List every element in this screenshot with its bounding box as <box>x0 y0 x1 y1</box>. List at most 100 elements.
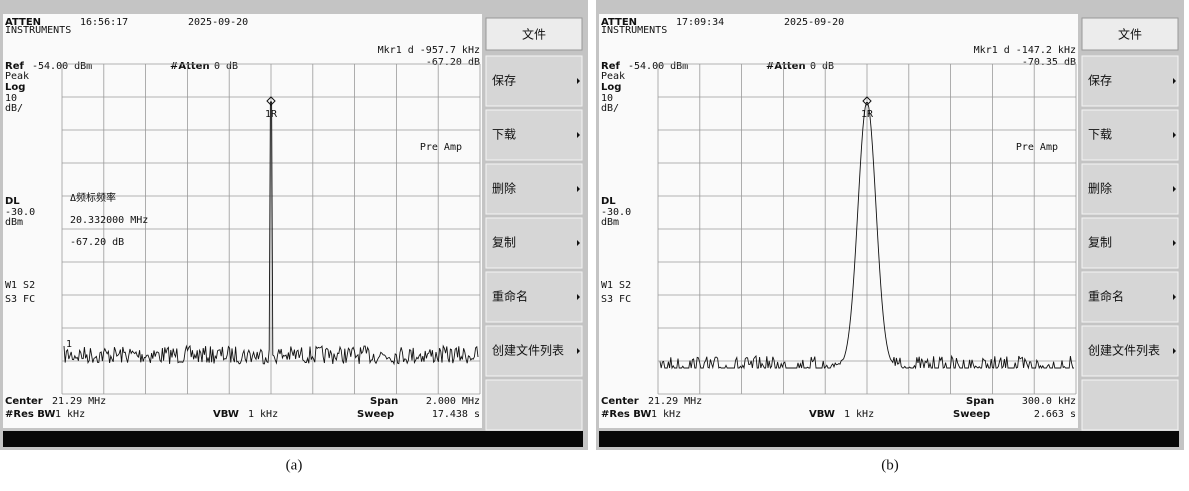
date: 2025-09-20 <box>784 17 844 28</box>
center-value: 21.29 MHz <box>648 396 702 407</box>
menu-arrow <box>577 348 580 354</box>
marker-delta: Mkr1 d -147.2 kHz <box>974 45 1076 56</box>
menu-button[interactable]: 下载 <box>1081 109 1179 161</box>
dl-unit: dBm <box>601 217 619 228</box>
menu-button[interactable]: 重命名 <box>485 271 583 323</box>
menu-item: 下载 <box>1088 128 1112 142</box>
span-value: 2.000 MHz <box>426 396 480 407</box>
preamp: Pre Amp <box>1016 142 1058 153</box>
span-label: Span <box>370 396 398 407</box>
trace-mode-1: W1 S2 <box>601 280 631 291</box>
span-label: Span <box>966 396 994 407</box>
vbw-label: VBW <box>213 409 239 420</box>
sweep-value: 17.438 s <box>432 409 480 420</box>
sweep-label: Sweep <box>953 409 990 420</box>
menu-arrow <box>1173 186 1176 192</box>
atten-label: #Atten <box>170 61 210 72</box>
marker-value: -67.20 dB <box>426 57 480 68</box>
menu-button[interactable]: 删除 <box>485 163 583 215</box>
ref-marker: 1 <box>66 339 72 350</box>
dl-value: -30.0 <box>601 207 631 218</box>
brand: ATTEN <box>601 17 637 28</box>
menu-button[interactable]: 复制 <box>485 217 583 269</box>
caption: (a) <box>286 457 303 473</box>
menu-title-box <box>1081 17 1179 51</box>
menu-button-face <box>1081 217 1179 269</box>
menu-item: 删除 <box>1088 181 1112 196</box>
menu-item: 下载 <box>492 128 516 142</box>
trace-mode-2: S3 FC <box>601 294 631 305</box>
overlay-text: -67.20 dB <box>70 237 124 248</box>
menu-arrow <box>1173 294 1176 300</box>
status-bar <box>3 431 583 447</box>
menu-button-face <box>1081 55 1179 107</box>
menu-button <box>1081 379 1179 431</box>
overlay-text: Δ频标频率 <box>70 191 116 204</box>
menu-item: 创建文件列表 <box>492 343 564 358</box>
marker-value: -70.35 dB <box>1022 57 1076 68</box>
atten-label: #Atten <box>766 61 806 72</box>
menu-button[interactable]: 复制 <box>1081 217 1179 269</box>
menu-button-face <box>485 379 583 431</box>
sweep-label: Sweep <box>357 409 394 420</box>
menu-button <box>485 379 583 431</box>
span-value: 300.0 kHz <box>1022 396 1076 407</box>
brand-sub: INSTRUMENTS <box>5 25 71 36</box>
brand: ATTEN <box>5 17 41 28</box>
menu-button[interactable]: 重命名 <box>1081 271 1179 323</box>
brand-sub: INSTRUMENTS <box>601 25 667 36</box>
scale-type: Log <box>5 82 25 93</box>
menu-item: 重命名 <box>492 289 528 304</box>
menu-button[interactable]: 创建文件列表 <box>1081 325 1179 377</box>
menu-button[interactable]: 删除 <box>1081 163 1179 215</box>
time: 17:09:34 <box>676 17 724 28</box>
rbw-label: #Res BW <box>5 409 55 420</box>
scale-value: 10 <box>5 93 17 104</box>
menu-arrow <box>1173 78 1176 84</box>
menu-button[interactable]: 保存 <box>485 55 583 107</box>
menu-arrow <box>1173 240 1176 246</box>
menu-button-face <box>1081 379 1179 431</box>
menu-item: 复制 <box>1088 236 1112 250</box>
trace-mode-2: S3 FC <box>5 294 35 305</box>
marker-label: 1R <box>265 109 278 120</box>
sweep-value: 2.663 s <box>1034 409 1076 420</box>
scale-value: 10 <box>601 93 613 104</box>
atten-value: 0 dB <box>810 61 834 72</box>
menu-item: 复制 <box>492 236 516 250</box>
menu-button-face <box>1081 109 1179 161</box>
menu-button[interactable]: 创建文件列表 <box>485 325 583 377</box>
menu-arrow <box>577 78 580 84</box>
marker-label: 1R <box>861 109 874 120</box>
trace <box>659 102 1074 370</box>
menu-button[interactable]: 保存 <box>1081 55 1179 107</box>
trace <box>63 101 479 366</box>
menu-item: 重命名 <box>1088 289 1124 304</box>
screen <box>599 14 1078 428</box>
vbw-value: 1 kHz <box>844 409 874 420</box>
menu-arrow <box>577 294 580 300</box>
date: 2025-09-20 <box>188 17 248 28</box>
menu-button-face <box>1081 163 1179 215</box>
detector: Peak <box>5 71 29 82</box>
menu-item: 保存 <box>492 74 516 88</box>
menu-button-face <box>485 271 583 323</box>
center-label: Center <box>601 396 639 407</box>
rbw-label: #Res BW <box>601 409 651 420</box>
menu-item: 删除 <box>492 181 516 196</box>
menu-button-face <box>485 55 583 107</box>
dl-label: DL <box>5 196 20 207</box>
scale-unit: dB/ <box>5 103 23 114</box>
dl-unit: dBm <box>5 217 23 228</box>
scale-type: Log <box>601 82 621 93</box>
menu-arrow <box>1173 348 1176 354</box>
center-value: 21.29 MHz <box>52 396 106 407</box>
menu-arrow <box>577 186 580 192</box>
menu-button[interactable]: 下载 <box>485 109 583 161</box>
marker-diamond <box>862 96 872 106</box>
overlay-text: 20.332000 MHz <box>70 215 148 226</box>
dl-value: -30.0 <box>5 207 35 218</box>
detector: Peak <box>601 71 625 82</box>
